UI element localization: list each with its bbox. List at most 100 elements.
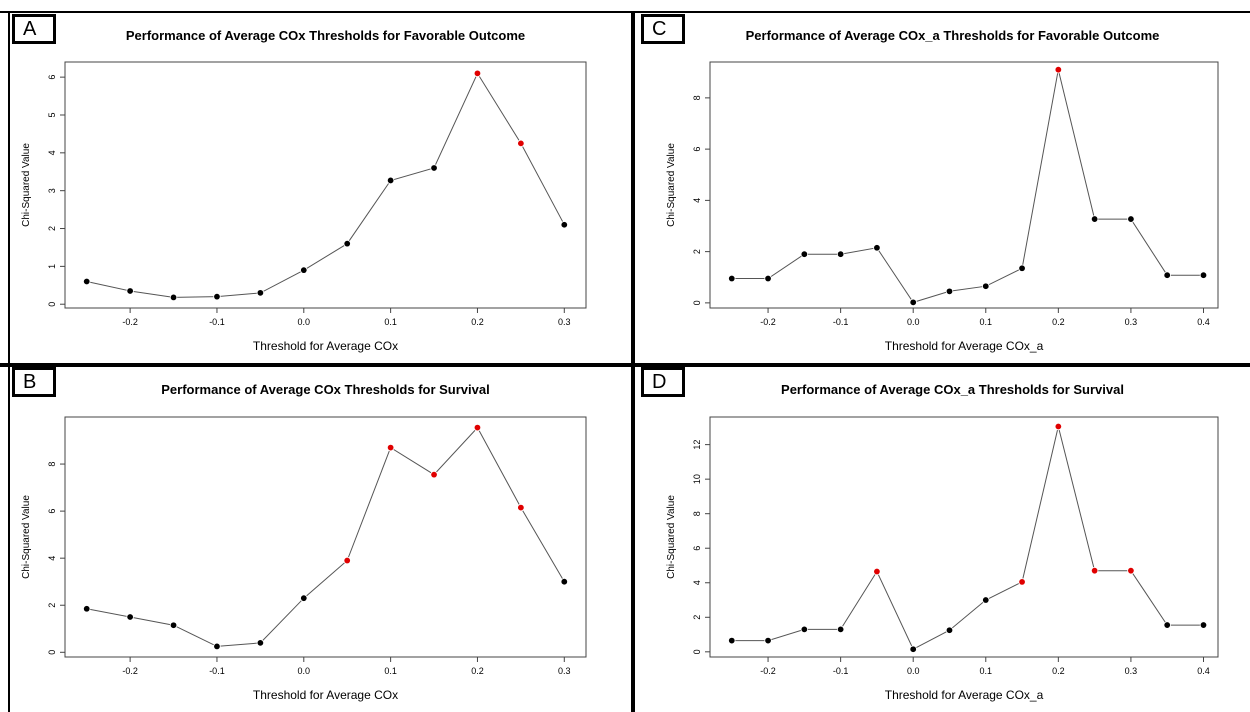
- data-point: [343, 239, 351, 248]
- chart-title: Performance of Average COx Thresholds fo…: [161, 382, 489, 397]
- data-point: [213, 292, 221, 301]
- x-tick-label: 0.3: [558, 317, 571, 327]
- panel-divider-vertical: [631, 12, 635, 712]
- x-tick-label: 0.2: [1052, 317, 1065, 327]
- figure-border-top: [0, 11, 1250, 13]
- y-tick-label: 1: [47, 264, 57, 269]
- x-tick-label: 0.3: [558, 666, 571, 676]
- data-point-highlighted: [517, 503, 525, 512]
- data-point: [1127, 215, 1135, 223]
- x-tick-label: -0.2: [122, 317, 138, 327]
- data-point: [873, 244, 881, 252]
- data-point: [728, 636, 736, 645]
- x-tick-label: 0.1: [384, 317, 397, 327]
- x-tick-label: -0.1: [833, 666, 849, 676]
- y-tick-label: 6: [47, 509, 57, 514]
- data-point-highlighted: [1090, 566, 1099, 575]
- y-tick-label: 8: [692, 95, 702, 100]
- data-point: [1163, 271, 1171, 279]
- series-line: [86, 72, 565, 298]
- x-tick-label: 0.4: [1197, 317, 1210, 327]
- series-line: [731, 426, 1204, 650]
- data-point-highlighted: [473, 423, 482, 432]
- data-point: [728, 274, 736, 283]
- plot-area-box: [709, 416, 1219, 658]
- x-tick-label: 0.1: [384, 666, 397, 676]
- data-point: [126, 613, 134, 621]
- data-point-highlighted: [386, 443, 395, 452]
- x-tick-label: -0.1: [209, 317, 225, 327]
- data-point: [1090, 215, 1099, 223]
- y-tick-label: 8: [692, 511, 702, 516]
- data-point: [982, 282, 990, 290]
- y-tick-label: 0: [692, 300, 702, 305]
- data-point: [945, 287, 954, 296]
- y-tick-label: 0: [47, 302, 57, 307]
- x-tick-label: 0.0: [298, 666, 311, 676]
- y-tick-label: 4: [692, 198, 702, 203]
- y-axis-label: Chi-Squared Value: [21, 143, 32, 227]
- y-tick-label: 2: [47, 226, 57, 231]
- data-point: [1018, 264, 1026, 272]
- data-point: [982, 596, 990, 604]
- x-tick-label: 0.0: [907, 317, 920, 327]
- data-point: [560, 578, 568, 586]
- y-tick-label: 6: [692, 546, 702, 551]
- plot-area-box: [64, 61, 587, 309]
- chart-a: Performance of Average COx Thresholds fo…: [21, 28, 587, 353]
- x-tick-label: 0.2: [471, 666, 484, 676]
- y-axis-label: Chi-Squared Value: [666, 143, 677, 227]
- data-point: [256, 639, 265, 647]
- y-tick-label: 2: [47, 603, 57, 608]
- chart-d: Performance of Average COx_a Thresholds …: [666, 382, 1219, 702]
- data-point: [909, 298, 917, 307]
- plot-area-box: [64, 416, 587, 658]
- chart-c: Performance of Average COx_a Thresholds …: [666, 28, 1219, 353]
- y-tick-label: 8: [47, 462, 57, 467]
- x-tick-label: -0.2: [760, 317, 776, 327]
- data-point: [300, 594, 308, 602]
- x-tick-label: 0.1: [980, 666, 993, 676]
- x-tick-label: 0.3: [1125, 317, 1138, 327]
- x-axis-label: Threshold for Average COx: [253, 339, 398, 353]
- x-axis-label: Threshold for Average COx_a: [885, 688, 1044, 702]
- data-point: [430, 164, 438, 172]
- data-point: [560, 221, 568, 229]
- x-tick-label: -0.2: [122, 666, 138, 676]
- data-point: [800, 250, 809, 258]
- y-tick-label: 0: [47, 650, 57, 655]
- x-tick-label: 0.3: [1125, 666, 1138, 676]
- plot-area-box: [709, 61, 1219, 309]
- y-tick-label: 2: [692, 615, 702, 620]
- data-point: [1199, 271, 1208, 279]
- data-point-highlighted: [343, 556, 351, 565]
- data-point: [945, 626, 954, 634]
- data-point: [909, 645, 917, 653]
- x-tick-label: 0.2: [471, 317, 484, 327]
- data-point: [1163, 621, 1171, 629]
- data-point: [256, 289, 265, 297]
- data-point-highlighted: [1018, 578, 1026, 586]
- x-tick-label: 0.2: [1052, 666, 1065, 676]
- data-point-highlighted: [873, 567, 881, 576]
- data-point: [169, 293, 178, 302]
- x-tick-label: -0.2: [760, 666, 776, 676]
- x-tick-label: -0.1: [833, 317, 849, 327]
- data-point: [169, 621, 178, 629]
- y-tick-label: 2: [692, 249, 702, 254]
- data-point: [386, 176, 395, 185]
- y-tick-label: 4: [47, 150, 57, 155]
- x-tick-label: 0.0: [298, 317, 311, 327]
- panel-d: D Performance of Average COx_a Threshold…: [635, 367, 1250, 712]
- data-point-highlighted: [1054, 422, 1063, 431]
- y-tick-label: 3: [47, 188, 57, 193]
- y-tick-label: 6: [47, 75, 57, 80]
- x-tick-label: -0.1: [209, 666, 225, 676]
- panel-c: C Performance of Average COx_a Threshold…: [635, 12, 1250, 363]
- data-point: [213, 642, 221, 651]
- data-point-highlighted: [1127, 566, 1135, 575]
- data-point-highlighted: [517, 139, 525, 148]
- x-axis-label: Threshold for Average COx_a: [885, 339, 1044, 353]
- panel-label-d: D: [641, 367, 685, 397]
- y-tick-label: 12: [692, 440, 702, 450]
